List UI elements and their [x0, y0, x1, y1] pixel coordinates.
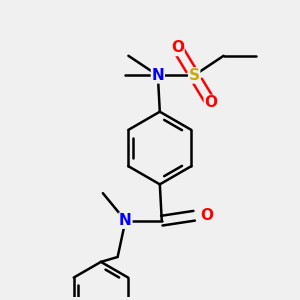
Text: S: S [189, 68, 200, 83]
Text: N: N [152, 68, 164, 83]
Text: O: O [171, 40, 184, 56]
Text: O: O [200, 208, 213, 223]
Text: N: N [119, 213, 132, 228]
Text: O: O [204, 95, 218, 110]
